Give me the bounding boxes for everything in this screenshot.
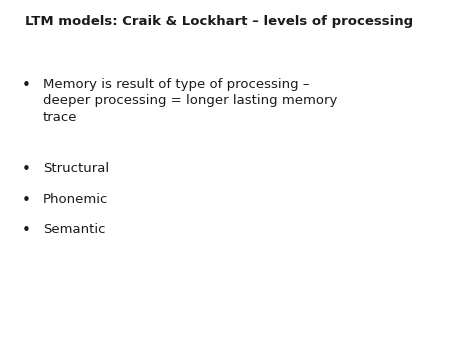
Text: •: • [22,78,31,93]
Text: •: • [22,162,31,177]
Text: LTM models: Craik & Lockhart – levels of processing: LTM models: Craik & Lockhart – levels of… [25,15,413,28]
Text: Memory is result of type of processing –
deeper processing = longer lasting memo: Memory is result of type of processing –… [43,78,337,124]
Text: Phonemic: Phonemic [43,193,108,206]
Text: •: • [22,223,31,238]
Text: Structural: Structural [43,162,109,175]
Text: •: • [22,193,31,208]
Text: Semantic: Semantic [43,223,105,236]
